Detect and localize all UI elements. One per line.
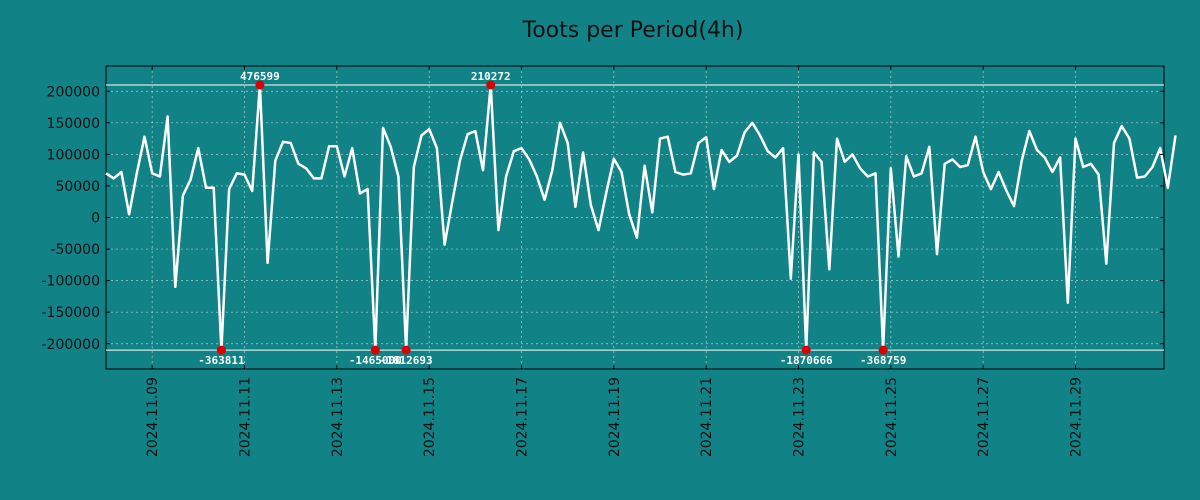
x-tick-label: 2024.11.15 (422, 377, 438, 457)
series-line (105, 83, 1177, 352)
x-tick-label: 2024.11.09 (145, 377, 161, 457)
clip-marker (255, 80, 265, 90)
y-tick-label: 150000 (47, 116, 100, 132)
x-tick-label: 2024.11.25 (884, 377, 900, 457)
clip-marker (801, 345, 811, 355)
clip-marker (878, 345, 888, 355)
x-tick-label: 2024.11.27 (976, 377, 992, 457)
clip-marker (486, 80, 496, 90)
y-tick-label: -200000 (42, 337, 101, 353)
x-tick-label: 2024.11.11 (238, 377, 254, 457)
clip-marker (216, 345, 226, 355)
annotation-label: 476599 (240, 70, 280, 83)
x-tick-label: 2024.11.19 (607, 377, 623, 457)
annotation-label: -1870666 (780, 354, 833, 367)
x-tick-label: 2024.11.23 (792, 377, 808, 457)
y-tick-label: -100000 (42, 274, 101, 290)
annotation-label: -1812693 (380, 354, 433, 367)
annotation-label: -1465000 (349, 354, 402, 367)
annotation-label: -368759 (860, 354, 906, 367)
chart-title: Toots per Period(4h) (522, 18, 744, 43)
x-tick-label: 2024.11.21 (699, 377, 715, 457)
y-tick-label: 100000 (47, 147, 100, 163)
y-tick-label: 0 (91, 211, 100, 227)
y-tick-label: -50000 (50, 242, 100, 258)
annotation-label: -363811 (198, 354, 245, 367)
x-tick-label: 2024.11.29 (1069, 377, 1085, 457)
y-tick-label: 200000 (47, 84, 100, 100)
y-tick-label: 50000 (55, 179, 100, 195)
y-tick-label: -150000 (42, 305, 101, 321)
clip-marker (401, 345, 411, 355)
clip-marker (370, 345, 380, 355)
x-tick-label: 2024.11.17 (515, 377, 531, 457)
annotation-label: 210272 (471, 70, 511, 83)
x-tick-label: 2024.11.13 (330, 377, 346, 457)
